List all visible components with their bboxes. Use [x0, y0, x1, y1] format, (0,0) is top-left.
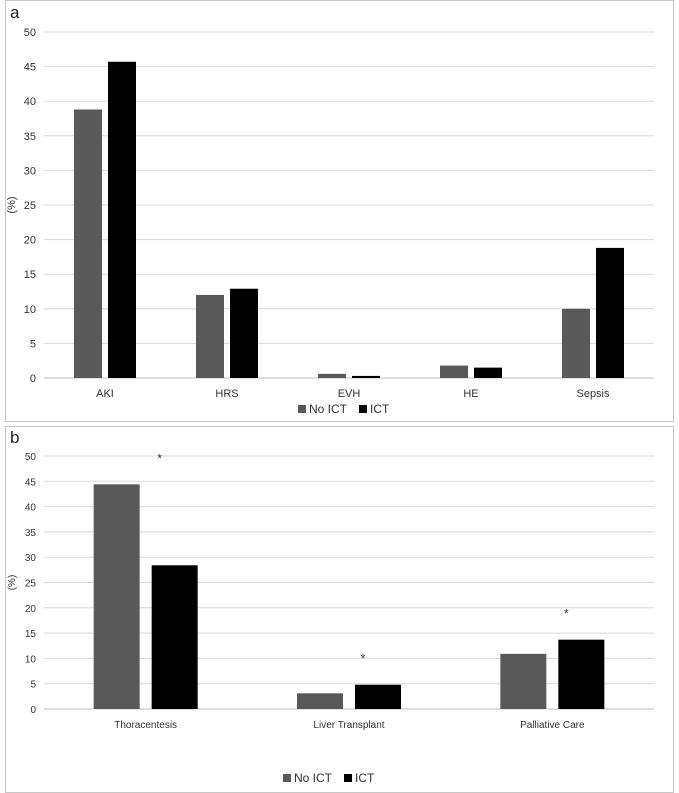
legend-swatch-ict	[344, 774, 352, 782]
bar-no-ict-evh	[318, 373, 346, 378]
x-category-label: EVH	[338, 388, 361, 400]
legend-label-ict: ICT	[370, 402, 390, 416]
y-tick-label: 35	[25, 528, 37, 539]
y-tick-label: 0	[30, 373, 36, 385]
bar-no-ict-he	[440, 365, 468, 378]
y-tick-label: 0	[30, 705, 36, 716]
chart-b-svg: 0 5 10 15 20 25 30 35 40 45 50 (%) Thoracentesis Live…	[7, 451, 654, 785]
chart-panel-a: a 0 5 10 15 20 25 30 35 40 45 50 (%) AKI HRS EVH HE Seps…	[5, 0, 674, 422]
chart-panel-a-frame	[5, 0, 674, 422]
y-tick-label: 50	[25, 452, 37, 463]
y-tick-label: 5	[30, 338, 36, 350]
bar-ict-palliative-care	[558, 639, 605, 709]
legend-swatch-no-ict	[298, 405, 306, 413]
bar-ict-he	[474, 367, 502, 378]
legend-label-ict: ICT	[355, 771, 375, 785]
y-tick-label: 20	[24, 235, 36, 247]
bar-ict-aki	[108, 61, 136, 378]
y-tick-label: 35	[24, 131, 36, 143]
y-tick-label: 25	[24, 200, 36, 212]
x-category-label: Liver Transplant	[313, 720, 384, 731]
y-tick-label: 50	[24, 27, 36, 39]
y-tick-label: 15	[25, 629, 37, 640]
y-tick-label: 10	[25, 654, 37, 665]
panel-letter-b: b	[10, 428, 20, 447]
panel-letter-a: a	[10, 3, 20, 22]
y-tick-label: 20	[25, 604, 37, 615]
y-tick-label: 40	[24, 96, 36, 108]
bar-no-ict-hrs	[196, 294, 224, 378]
chart-panel-b: b 0 5 10 15 20 25 30 35 40 45 50 (%) Thoracentesis Li…	[0, 426, 679, 793]
x-category-label: AKI	[96, 388, 114, 400]
x-category-label: Sepsis	[576, 388, 610, 400]
y-tick-label: 5	[30, 680, 36, 691]
significance-marker: *	[361, 652, 366, 666]
x-category-label: HE	[463, 388, 478, 400]
bar-no-ict-thoracentesis	[93, 484, 140, 709]
y-tick-label: 30	[24, 165, 36, 177]
significance-marker: *	[157, 451, 162, 465]
y-tick-label: 45	[24, 62, 36, 74]
bar-ict-evh	[352, 375, 380, 378]
significance-marker: *	[564, 607, 569, 621]
y-axis-label: (%)	[7, 575, 18, 591]
x-category-label: HRS	[215, 388, 238, 400]
legend-swatch-ict	[359, 405, 367, 413]
chart-a-svg: 0 5 10 15 20 25 30 35 40 45 50 (%) AKI HRS EVH HE Sepsis…	[6, 27, 654, 416]
bar-no-ict-liver-transplant	[297, 693, 343, 709]
bar-no-ict-palliative-care	[500, 653, 547, 709]
legend-swatch-no-ict	[283, 774, 291, 782]
y-tick-label: 40	[25, 503, 37, 514]
bar-no-ict-sepsis	[562, 308, 590, 378]
legend-label-no-ict: No ICT	[294, 771, 333, 785]
y-axis-label: (%)	[6, 196, 18, 213]
bar-ict-hrs	[230, 288, 258, 378]
y-tick-label: 45	[25, 477, 37, 488]
x-category-label: Palliative Care	[520, 720, 585, 731]
y-tick-label: 30	[25, 553, 37, 564]
bar-no-ict-aki	[74, 109, 102, 378]
bar-ict-sepsis	[596, 247, 624, 378]
y-tick-label: 25	[25, 579, 37, 590]
bar-ict-liver-transplant	[355, 684, 401, 709]
x-category-label: Thoracentesis	[114, 720, 177, 731]
y-tick-label: 15	[24, 269, 36, 281]
bar-ict-thoracentesis	[151, 565, 198, 709]
legend-label-no-ict: No ICT	[309, 402, 348, 416]
y-tick-label: 10	[24, 304, 36, 316]
